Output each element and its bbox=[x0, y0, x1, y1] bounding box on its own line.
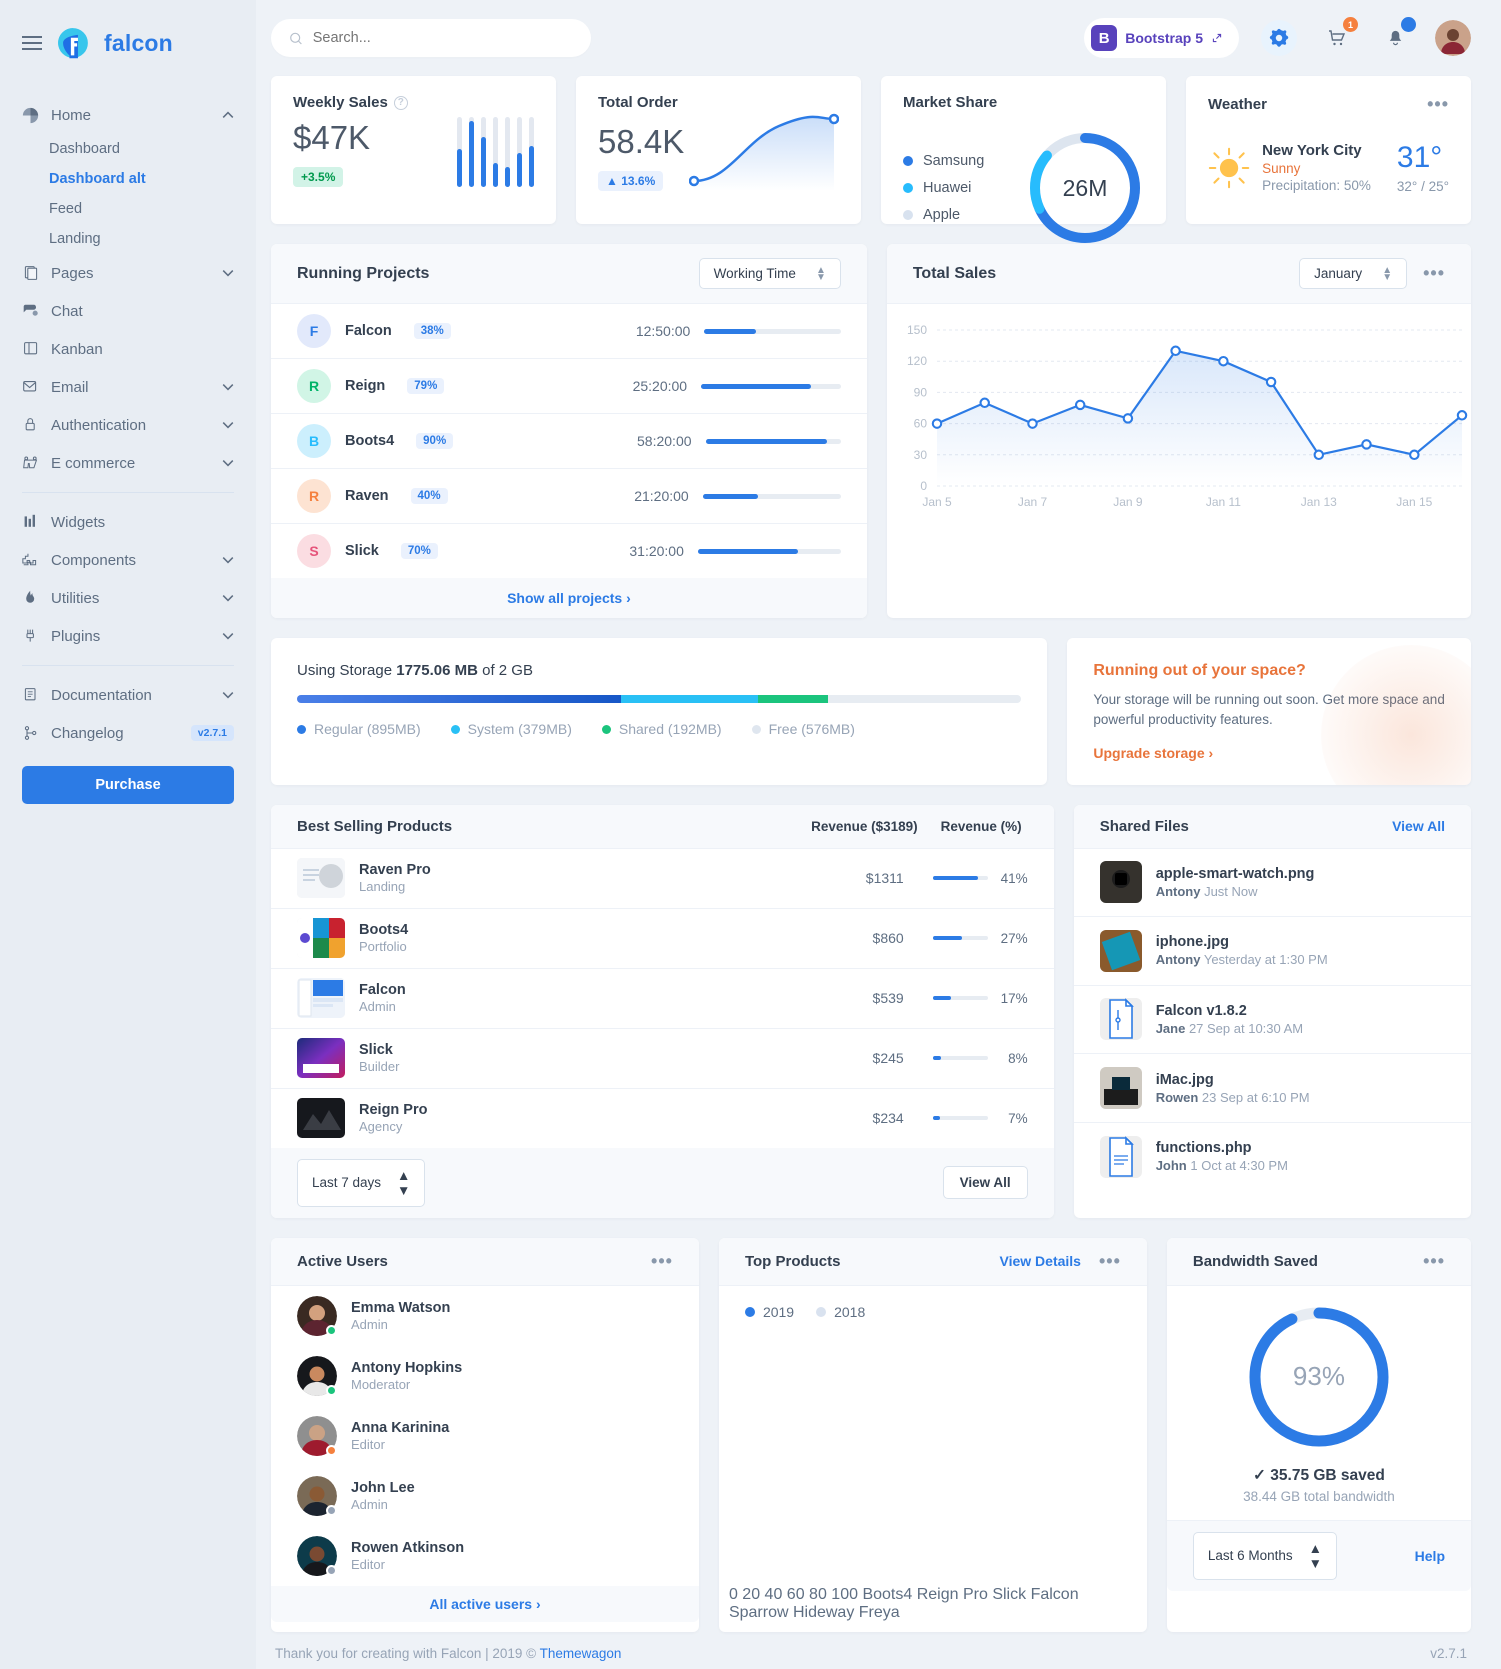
svg-text:60: 60 bbox=[913, 417, 927, 431]
svg-text:Jan 13: Jan 13 bbox=[1301, 495, 1337, 509]
svg-text:120: 120 bbox=[907, 354, 927, 368]
svg-text:Jan 5: Jan 5 bbox=[922, 495, 952, 509]
svg-text:Jan 11: Jan 11 bbox=[1206, 495, 1241, 509]
svg-text:Jan 9: Jan 9 bbox=[1113, 495, 1143, 509]
svg-text:150: 150 bbox=[907, 323, 927, 337]
svg-text:Jan 15: Jan 15 bbox=[1396, 495, 1432, 509]
svg-text:0: 0 bbox=[920, 479, 927, 493]
svg-text:90: 90 bbox=[913, 385, 927, 399]
svg-text:Jan 7: Jan 7 bbox=[1018, 495, 1048, 509]
svg-text:30: 30 bbox=[913, 448, 927, 462]
